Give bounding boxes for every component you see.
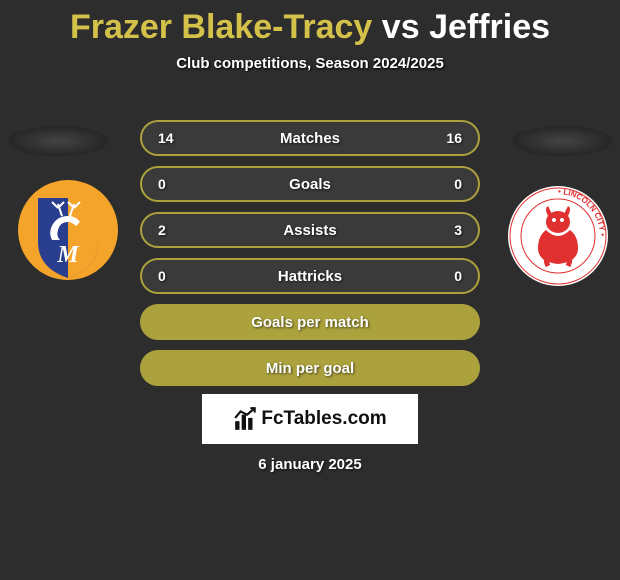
stat-row: Goals per match — [140, 304, 480, 340]
stat-label: Goals — [289, 176, 331, 193]
player2-name: Jeffries — [429, 8, 550, 46]
date-label: 6 january 2025 — [0, 456, 620, 473]
stat-value-left: 0 — [158, 268, 166, 284]
stat-label: Hattricks — [278, 268, 342, 285]
disc-shadow-left — [8, 126, 108, 156]
stat-row: Min per goal — [140, 350, 480, 386]
svg-text:M: M — [56, 242, 80, 268]
stat-row: 0 Goals 0 — [140, 166, 480, 202]
vs-text: vs — [382, 8, 420, 46]
stat-value-right: 0 — [454, 268, 462, 284]
club-badge-left: M — [18, 180, 118, 280]
stat-row: 2 Assists 3 — [140, 212, 480, 248]
watermark-text: FcTables.com — [261, 408, 386, 430]
watermark: FcTables.com — [202, 394, 418, 444]
player1-name: Frazer Blake-Tracy — [70, 8, 372, 46]
stat-value-left: 0 — [158, 176, 166, 192]
stat-label: Assists — [283, 222, 336, 239]
stat-label: Matches — [280, 130, 340, 147]
mansfield-town-badge-icon: M — [18, 180, 118, 280]
subtitle: Club competitions, Season 2024/2025 — [0, 55, 620, 72]
stat-row: 14 Matches 16 — [140, 120, 480, 156]
bar-chart-icon — [233, 406, 259, 432]
club-badge-right: • LINCOLN CITY • — [508, 186, 608, 286]
stat-value-left: 2 — [158, 222, 166, 238]
stat-value-right: 3 — [454, 222, 462, 238]
lincoln-city-badge-icon: • LINCOLN CITY • — [508, 186, 608, 286]
stat-value-right: 16 — [446, 130, 462, 146]
disc-shadow-right — [512, 126, 612, 156]
stat-label: Min per goal — [266, 360, 354, 377]
page-title: Frazer Blake-Tracy vs Jeffries — [0, 0, 620, 47]
stat-row: 0 Hattricks 0 — [140, 258, 480, 294]
stat-value-right: 0 — [454, 176, 462, 192]
stat-value-left: 14 — [158, 130, 174, 146]
stats-panel: 14 Matches 16 0 Goals 0 2 Assists 3 0 Hattricks 0 Go… — [140, 120, 480, 396]
stat-label: Goals per match — [251, 314, 369, 331]
